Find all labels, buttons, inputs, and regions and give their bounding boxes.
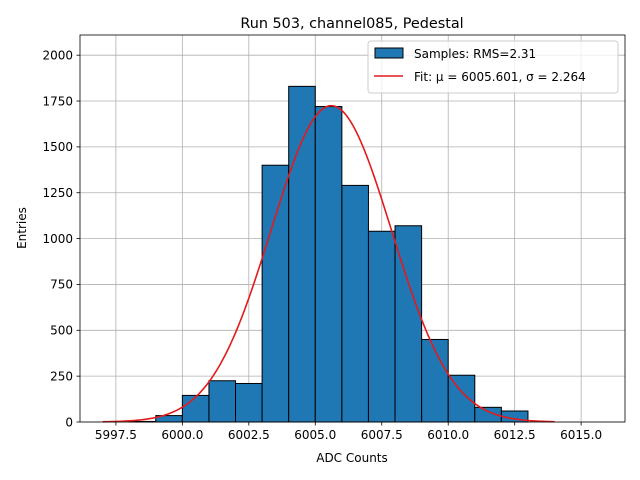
y-tick-label: 750: [50, 278, 73, 292]
y-tick-label: 500: [50, 324, 73, 338]
legend-swatch-samples: [374, 47, 404, 59]
histogram-bar: [288, 85, 316, 423]
y-tick-label: 1500: [42, 140, 73, 154]
legend-label-fit: Fit: μ = 6005.601, σ = 2.264: [414, 70, 586, 84]
y-tick-label: 1250: [42, 186, 73, 200]
y-tick-label: 1000: [42, 232, 73, 246]
histogram-bar: [181, 394, 210, 423]
histogram-bar: [367, 230, 396, 423]
histogram-bar: [314, 106, 343, 423]
x-tick-label: 6005.0: [294, 428, 336, 442]
chart-title: Run 503, channel085, Pedestal: [240, 16, 463, 32]
x-tick-label: 6015.0: [560, 428, 602, 442]
y-tick-label: 250: [50, 369, 73, 383]
y-axis-label: Entries: [15, 207, 29, 249]
y-tick-label: 1750: [42, 94, 73, 108]
fit-curve: [102, 104, 555, 423]
y-tick-label: 2000: [42, 48, 73, 62]
y-tick-label: 0: [65, 415, 73, 429]
legend-box: [367, 40, 619, 94]
histogram-bar: [261, 164, 290, 423]
legend: Samples: RMS=2.31 Fit: μ = 6005.601, σ =…: [367, 40, 619, 94]
histogram-bar: [341, 184, 369, 423]
fit-curve-group: [102, 104, 555, 423]
histogram-bar: [208, 380, 237, 423]
x-tick-label: 6002.5: [228, 428, 270, 442]
plot-frame: [79, 34, 626, 423]
x-tick-label: 6010.0: [427, 428, 469, 442]
x-tick-label: 6007.5: [361, 428, 403, 442]
x-axis-ticks: 5997.5 6000.0 6002.5 6005.0 6007.5 6010.0 6012…: [95, 422, 602, 442]
histogram-bar: [235, 382, 263, 423]
histogram-bar: [394, 225, 423, 423]
y-axis-ticks: 0 250 500 750 1000 1250 1500 1750 2000: [42, 48, 80, 429]
x-tick-label: 6000.0: [161, 428, 203, 442]
x-tick-label: 6012.5: [494, 428, 536, 442]
legend-label-samples: Samples: RMS=2.31: [414, 47, 536, 61]
x-axis-label: ADC Counts: [316, 451, 388, 465]
histogram-bar: [421, 338, 449, 423]
histogram-bars: [128, 85, 529, 423]
histogram-bar: [447, 374, 476, 423]
x-tick-label: 5997.5: [95, 428, 137, 442]
